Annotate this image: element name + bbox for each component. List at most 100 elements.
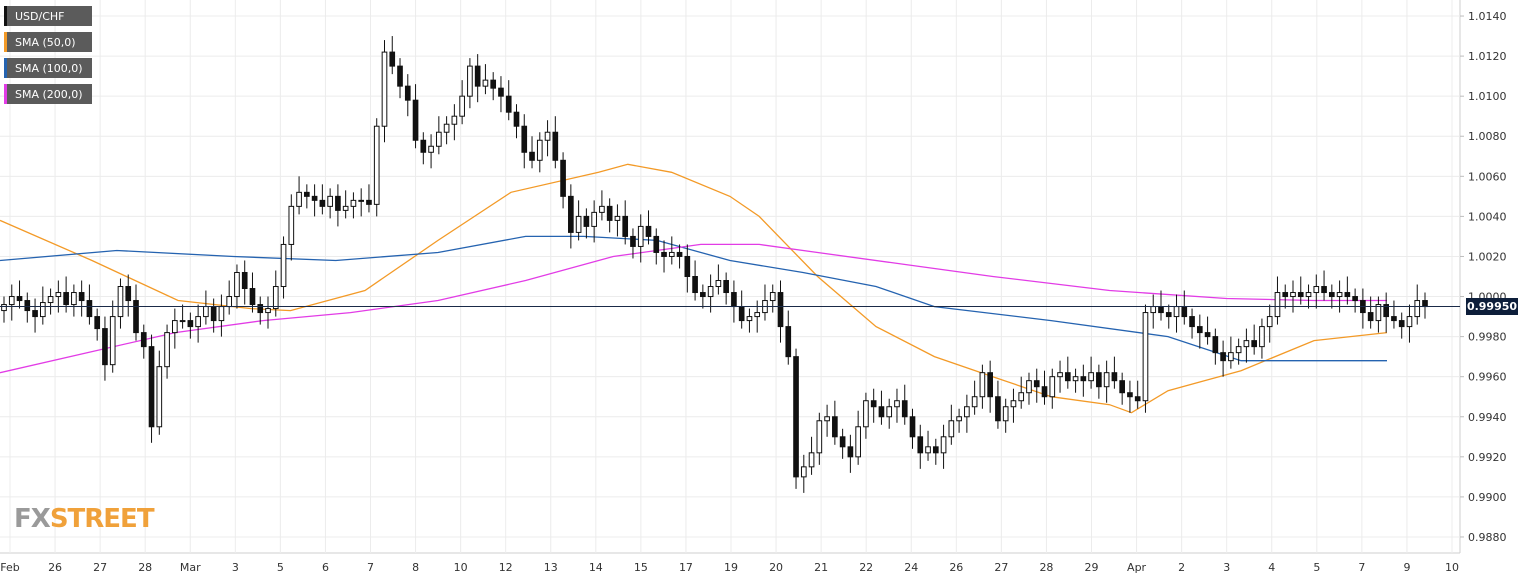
- candle-body-down: [366, 199, 372, 205]
- candle: [661, 240, 667, 273]
- candle-body-down: [1134, 396, 1141, 402]
- candle-body-up: [342, 205, 349, 211]
- x-tick-label: Apr: [1127, 561, 1147, 574]
- candle-body-up: [536, 139, 543, 161]
- candle-body-down: [1196, 326, 1203, 334]
- legend-item-sma-200[interactable]: SMA (200,0): [4, 84, 92, 104]
- candle: [459, 80, 465, 125]
- legend-label-sma-50: SMA (50,0): [15, 35, 76, 49]
- candle-body-down: [606, 205, 613, 221]
- legend: USD/CHF SMA (50,0) SMA (100,0) SMA (200,…: [4, 6, 92, 110]
- legend-swatch-usdchf: [4, 6, 7, 26]
- candle: [39, 286, 46, 325]
- candle: [467, 58, 473, 109]
- x-tick-label: 7: [367, 561, 374, 574]
- candle-body-down: [700, 292, 706, 298]
- candle-body-up: [800, 466, 807, 478]
- candle-body-down: [1041, 386, 1048, 398]
- candle: [148, 334, 155, 443]
- candle-body-down: [1282, 292, 1289, 298]
- candle-body-down: [1111, 372, 1118, 382]
- candle: [389, 36, 396, 75]
- candle-body-down: [878, 406, 885, 418]
- candle: [606, 198, 613, 233]
- candle: [700, 284, 706, 309]
- candle-body-down: [24, 300, 31, 312]
- candle: [676, 244, 683, 269]
- candle: [327, 188, 333, 219]
- legend-item-sma-100[interactable]: SMA (100,0): [4, 58, 92, 78]
- candle-body-down: [568, 195, 574, 233]
- candle-body-down: [1220, 352, 1226, 362]
- candle: [560, 152, 566, 209]
- candle: [1391, 300, 1397, 329]
- candle-body-down: [16, 296, 23, 302]
- fxstreet-logo: FXSTREET: [14, 504, 155, 534]
- candle-body-down: [505, 95, 512, 113]
- candle-body-down: [1033, 380, 1040, 388]
- candle: [816, 412, 823, 465]
- legend-label-sma-100: SMA (100,0): [15, 61, 83, 75]
- candle-body-up: [443, 123, 450, 133]
- candle-body-up: [467, 65, 473, 97]
- candle: [684, 244, 691, 293]
- candle-body-up: [1002, 406, 1009, 422]
- candle-body-up: [1057, 372, 1063, 378]
- candle-body-up: [482, 79, 489, 87]
- candle-body-up: [47, 296, 54, 304]
- candle: [195, 304, 201, 343]
- candle: [8, 284, 15, 321]
- candle-body-down: [1383, 304, 1390, 318]
- candle: [443, 116, 450, 145]
- candle: [1398, 312, 1405, 339]
- candle-body-up: [979, 372, 986, 398]
- candle-body-up: [1259, 326, 1265, 348]
- legend-item-usdchf[interactable]: USD/CHF: [4, 6, 92, 26]
- candle: [1297, 276, 1304, 305]
- candle-body-up: [1313, 286, 1320, 294]
- y-axis-labels: 1.0140 1.0120 1.0100 1.0080 1.0060 1.0040 1.00…: [1468, 10, 1507, 544]
- candle: [863, 392, 869, 439]
- candle: [956, 408, 962, 433]
- candle-body-down: [210, 306, 217, 322]
- candle-body-up: [894, 400, 900, 408]
- candle: [1026, 372, 1032, 405]
- candle: [987, 360, 993, 413]
- candle: [187, 312, 194, 339]
- candle: [1352, 288, 1358, 313]
- candle-body-up: [808, 452, 815, 468]
- grid-lines: [0, 0, 1464, 554]
- x-tick-label: 28: [138, 561, 152, 574]
- candle-body-down: [552, 131, 559, 161]
- candle: [1290, 280, 1296, 313]
- legend-item-sma-50[interactable]: SMA (50,0): [4, 32, 92, 52]
- candle: [32, 298, 38, 333]
- candle-body-down: [1297, 292, 1304, 298]
- candle-body-down: [1398, 320, 1405, 328]
- candle: [886, 398, 893, 429]
- candle: [55, 280, 62, 313]
- candle-body-up: [1026, 380, 1032, 394]
- candle: [1328, 284, 1335, 309]
- candle: [1111, 356, 1118, 389]
- candle: [917, 424, 924, 469]
- candle-body-down: [692, 276, 698, 294]
- candle: [878, 390, 885, 425]
- candle-body-down: [319, 199, 326, 207]
- sma-50-path: [0, 163, 1388, 414]
- candle-body-up: [234, 271, 240, 298]
- y-tick-label: 0.9940: [1468, 411, 1507, 424]
- candle: [86, 284, 93, 325]
- candle: [1127, 380, 1133, 413]
- candle-body-down: [78, 292, 85, 302]
- candle: [249, 272, 256, 313]
- candle: [1313, 274, 1320, 309]
- candle-body-down: [249, 288, 256, 306]
- candle: [1414, 284, 1421, 325]
- candle: [513, 104, 520, 139]
- candle: [1282, 284, 1289, 309]
- sma-200-path: [0, 243, 1387, 374]
- candle-body-down: [917, 436, 924, 454]
- x-tick-label: 26: [949, 561, 963, 574]
- x-tick-label: 5: [1313, 561, 1320, 574]
